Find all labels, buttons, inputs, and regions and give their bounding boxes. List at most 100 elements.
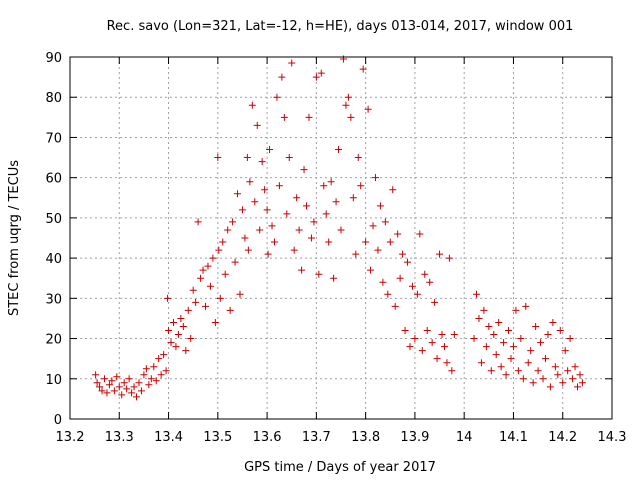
data-point <box>500 339 508 347</box>
data-point <box>275 182 283 190</box>
data-point <box>231 258 239 266</box>
data-point <box>115 383 123 391</box>
data-point <box>100 375 108 383</box>
data-point <box>394 230 402 238</box>
data-point <box>133 393 141 401</box>
y-axis-label: STEC from uqrg / TECUs <box>7 160 22 316</box>
data-point <box>152 377 160 385</box>
data-point <box>514 367 522 375</box>
data-point <box>359 65 367 73</box>
data-point <box>270 238 278 246</box>
data-point <box>187 335 195 343</box>
data-point <box>470 335 478 343</box>
data-point <box>92 371 100 379</box>
data-point <box>243 154 251 162</box>
data-point <box>224 226 232 234</box>
data-point <box>253 121 261 129</box>
data-point <box>431 298 439 306</box>
data-point <box>401 327 409 335</box>
data-point <box>374 246 382 254</box>
data-point <box>105 381 113 389</box>
data-point <box>96 383 104 391</box>
data-point <box>485 322 493 330</box>
data-point <box>386 238 394 246</box>
x-tick-label: 14.3 <box>598 430 627 445</box>
data-point <box>147 375 155 383</box>
data-point <box>251 198 259 206</box>
data-point <box>221 270 229 278</box>
data-point <box>295 226 303 234</box>
data-point <box>288 59 296 67</box>
data-point <box>184 306 192 314</box>
data-point <box>204 262 212 270</box>
data-point <box>110 387 118 395</box>
data-point <box>93 379 101 387</box>
data-point <box>192 298 200 306</box>
data-point <box>266 146 274 154</box>
x-axis-label: GPS time / Days of year 2017 <box>244 460 436 475</box>
data-point <box>280 113 288 121</box>
data-point <box>561 347 569 355</box>
data-point <box>482 343 490 351</box>
data-point <box>317 69 325 77</box>
data-point <box>290 246 298 254</box>
data-point <box>502 371 510 379</box>
data-point <box>155 355 163 363</box>
data-point <box>330 274 338 282</box>
data-point <box>507 355 515 363</box>
data-point <box>320 182 328 190</box>
data-point <box>384 290 392 298</box>
data-point <box>473 290 480 298</box>
data-point <box>128 389 136 397</box>
data-point <box>283 210 291 218</box>
x-tick-label: 13.2 <box>56 430 85 445</box>
data-point <box>497 363 505 371</box>
data-points <box>92 55 586 401</box>
data-point <box>248 101 256 109</box>
x-tick-label: 13.5 <box>203 430 232 445</box>
data-point <box>546 383 554 391</box>
data-point <box>578 379 586 387</box>
data-point <box>381 218 389 226</box>
data-point <box>576 371 584 379</box>
data-point <box>571 363 579 371</box>
data-point <box>285 154 293 162</box>
data-point <box>367 266 375 274</box>
data-point <box>300 166 308 174</box>
x-tick-label: 14.1 <box>499 430 528 445</box>
data-point <box>305 113 313 121</box>
data-point <box>477 359 485 367</box>
data-point <box>539 375 547 383</box>
data-point <box>327 178 335 186</box>
data-point <box>566 335 574 343</box>
data-point <box>537 339 545 347</box>
data-point <box>150 363 158 371</box>
x-tick-label: 14.2 <box>548 430 577 445</box>
y-tick-label: 60 <box>45 172 62 187</box>
data-point <box>418 347 426 355</box>
data-point <box>214 154 222 162</box>
data-point <box>182 347 190 355</box>
data-point <box>438 331 446 339</box>
plot-frame <box>69 56 613 420</box>
data-point <box>413 290 421 298</box>
x-tick-label: 13.7 <box>302 430 331 445</box>
data-point <box>172 343 180 351</box>
y-tick-label: 40 <box>45 252 62 267</box>
data-point <box>244 246 252 254</box>
data-point <box>399 250 407 258</box>
x-tick-label: 13.8 <box>351 430 380 445</box>
data-point <box>416 230 424 238</box>
data-point <box>229 218 237 226</box>
data-point <box>475 314 483 322</box>
data-point <box>421 270 429 278</box>
data-point <box>211 318 219 326</box>
data-point <box>160 351 168 359</box>
x-tick-label: 13.9 <box>400 430 429 445</box>
y-tick-label: 20 <box>45 333 62 348</box>
data-point <box>369 222 377 230</box>
data-point <box>522 302 530 310</box>
data-point <box>569 375 577 383</box>
data-point <box>332 198 340 206</box>
